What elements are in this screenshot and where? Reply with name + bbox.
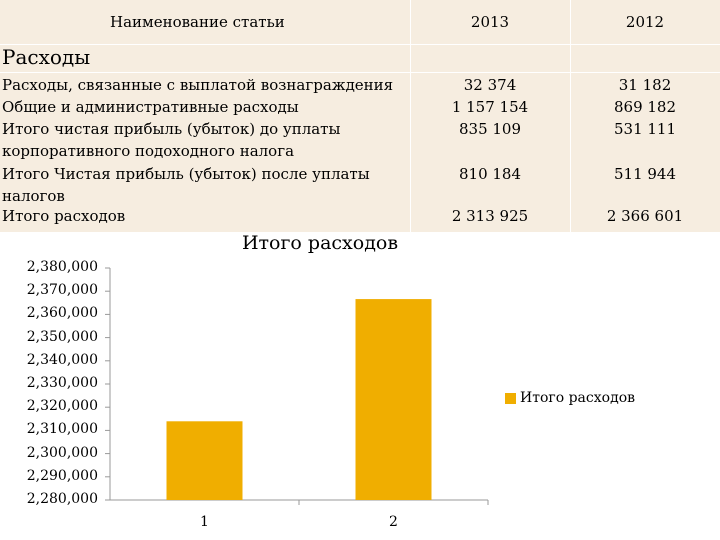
row-label: Общие и административные расходы: [2, 98, 299, 116]
y-tick-label: 2,290,000: [26, 467, 98, 484]
row-label-continued: налогов: [2, 187, 65, 205]
row-value-2013: 2 313 925: [451, 207, 529, 225]
table-divider: [0, 44, 720, 45]
table-divider: [570, 0, 571, 232]
row-value-2013: 810 184: [458, 165, 522, 183]
row-value-2013: 32 374: [463, 76, 517, 94]
bar-2: [355, 299, 432, 500]
row-value-2012: 511 944: [613, 165, 677, 183]
row-label: Итого расходов: [2, 207, 126, 225]
table-divider: [410, 0, 411, 232]
row-value-2013: 1 157 154: [451, 98, 529, 116]
column-header-name: Наименование статьи: [110, 13, 285, 31]
row-value-2012: 2 366 601: [606, 207, 684, 225]
row-label: Итого Чистая прибыль (убыток) после упла…: [2, 165, 370, 183]
column-header-2012: 2012: [625, 13, 665, 31]
row-label: Расходы, связанные с выплатой вознагражд…: [2, 76, 394, 94]
row-value-2012: 531 111: [613, 120, 677, 138]
y-tick-label: 2,280,000: [26, 491, 98, 507]
y-tick-label: 2,310,000: [26, 421, 98, 438]
column-header-2013: 2013: [470, 13, 510, 31]
y-tick-label: 2,360,000: [26, 305, 98, 322]
y-tick-label: 2,370,000: [26, 282, 98, 299]
y-tick-label: 2,380,000: [26, 259, 98, 275]
row-label-continued: корпоративного подоходного налога: [2, 142, 295, 160]
chart-legend: Итого расходов: [505, 390, 635, 406]
y-tick-label: 2,320,000: [26, 398, 98, 415]
row-value-2012: 31 182: [618, 76, 672, 94]
x-tick-label: 1: [200, 514, 209, 530]
y-tick-label: 2,330,000: [26, 375, 98, 391]
y-tick-label: 2,300,000: [26, 444, 98, 461]
table-divider: [0, 72, 720, 73]
table-background: [0, 0, 720, 232]
legend-swatch: [505, 392, 516, 404]
row-value-2012: 869 182: [613, 98, 677, 116]
row-value-2013: 835 109: [458, 120, 522, 138]
y-tick-label: 2,340,000: [26, 351, 98, 368]
chart-plot-area: [105, 267, 489, 505]
row-label: Итого чистая прибыль (убыток) до уплаты: [2, 120, 341, 138]
x-tick-label: 2: [389, 514, 398, 530]
bar-1: [166, 421, 243, 500]
section-title: Расходы: [2, 45, 91, 69]
y-tick-label: 2,350,000: [26, 328, 98, 345]
chart: Итого расходов 2,280,000 2,290,000 2,300,0…: [0, 232, 720, 540]
chart-title: Итого расходов: [241, 232, 399, 254]
legend-label: Итого расходов: [520, 390, 636, 406]
